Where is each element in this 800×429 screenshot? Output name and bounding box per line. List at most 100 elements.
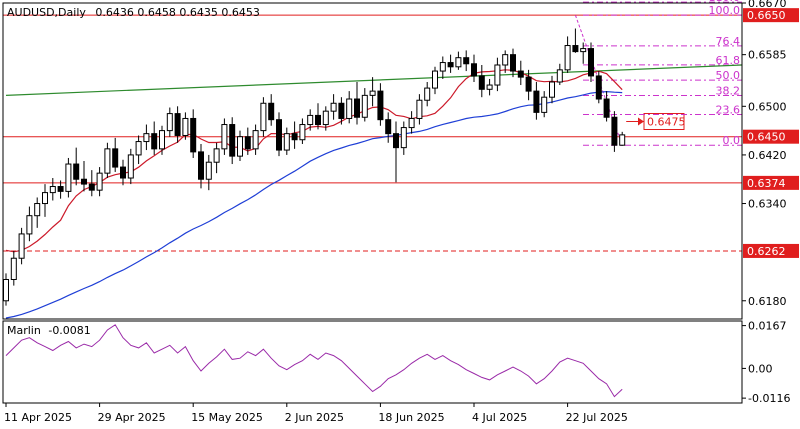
price-tick-label: 0.6180 <box>748 295 787 308</box>
bull-candle-body <box>502 54 509 66</box>
bull-candle-body <box>361 94 368 118</box>
bear-candle-body <box>276 119 282 151</box>
bear-candle-body <box>588 48 594 77</box>
time-tick-label: 18 Jun 2025 <box>378 411 444 424</box>
bull-candle-body <box>104 148 111 174</box>
fibonacci-levels: 110.0100.0 76.4 61.8 50.0 38.2 23.6 0.0 <box>574 0 742 147</box>
marker-value-label: 0.6475 <box>647 116 686 129</box>
time-tick-label: 2 Jun 2025 <box>285 411 344 424</box>
bull-candle-body <box>580 48 587 53</box>
bull-candle-body <box>34 203 41 217</box>
green-trendline <box>5 64 743 96</box>
time-tick-label: 22 Jul 2025 <box>566 411 628 424</box>
marlin-indicator <box>5 324 623 398</box>
time-tick-label: 11 Apr 2025 <box>4 411 72 424</box>
bull-candle-body <box>486 84 493 90</box>
marlin-tick-label: -0.0116 <box>748 392 790 405</box>
candles <box>3 28 626 306</box>
bull-candle-body <box>549 81 555 98</box>
blue-moving-average <box>5 90 623 319</box>
price-tick-label: 0.6500 <box>748 100 787 113</box>
marlin-line <box>5 324 623 398</box>
time-tick-label: 29 Apr 2025 <box>98 411 166 424</box>
bear-candle-body <box>73 163 80 180</box>
bull-candle-body <box>541 96 548 113</box>
level-price-label: 0.6650 <box>747 9 786 22</box>
bear-candle-body <box>595 75 602 100</box>
marlin-value: -0.0081 <box>48 324 90 337</box>
bull-candle-body <box>283 133 290 151</box>
bear-candle-body <box>611 116 618 146</box>
bull-candle-body <box>49 186 56 194</box>
bear-candle-body <box>354 98 360 118</box>
level-price-box <box>743 175 799 190</box>
bear-candle-body <box>198 151 204 180</box>
chart-frame <box>2 2 743 404</box>
bull-candle-body <box>42 192 48 205</box>
bull-candle-body <box>564 45 571 71</box>
level-price-label: 0.6262 <box>747 245 786 258</box>
bull-candle-body <box>299 124 306 141</box>
fib-level-label: 0.0 <box>723 134 741 147</box>
fib-level-label: 38.2 <box>716 85 741 98</box>
bull-candle-body <box>439 62 446 72</box>
bear-candle-body <box>151 133 158 150</box>
ohlc-readout: 0.6436 0.6458 0.6435 0.6453 <box>95 6 259 19</box>
price-tick-label: 0.6670 <box>748 0 787 10</box>
price-tick-label: 0.6420 <box>748 149 787 162</box>
bull-candle-body <box>65 163 72 192</box>
bull-candle-body <box>494 64 501 86</box>
bull-candle-body <box>127 154 134 179</box>
bear-candle-body <box>377 90 384 121</box>
marlin-tick-label: 0.0167 <box>748 320 787 333</box>
time-tick-label: 4 Jul 2025 <box>472 411 527 424</box>
bear-candle-body <box>463 57 470 65</box>
fib-level-label: 23.6 <box>716 104 741 117</box>
fib-level-label: 100.0 <box>709 4 741 17</box>
bear-candle-body <box>525 76 532 92</box>
bear-candle-body <box>533 90 540 113</box>
level-price-box <box>743 129 799 144</box>
bear-candle-body <box>268 102 275 121</box>
bear-candle-body <box>471 63 477 77</box>
bull-candle-body <box>159 130 165 150</box>
level-price-box <box>743 243 799 258</box>
level-price-label: 0.6450 <box>747 131 786 144</box>
bear-candle-body <box>517 70 524 78</box>
bear-candle-body <box>510 54 516 72</box>
fib-level-label: 110.0 <box>709 0 741 4</box>
bear-candle-body <box>315 114 321 126</box>
bull-candle-body <box>408 117 415 129</box>
bull-candle-body <box>455 57 462 68</box>
bull-candle-body <box>330 102 337 112</box>
bear-candle-body <box>112 148 119 168</box>
bull-candle-body <box>166 113 173 132</box>
bull-candle-body <box>213 148 220 163</box>
bear-candle-body <box>603 98 610 118</box>
bull-candle-body <box>307 114 314 126</box>
bull-candle-body <box>260 102 267 132</box>
symbol-timeframe: AUDUSD,Daily <box>7 6 86 19</box>
marlin-tick-label: 0.00 <box>748 362 773 375</box>
chart-header: AUDUSD,Daily 0.6436 0.6458 0.6435 0.6453 <box>7 6 260 19</box>
bull-candle-body <box>252 130 259 150</box>
price-tick-label: 0.6585 <box>748 49 787 62</box>
bear-candle-body <box>190 117 197 153</box>
bull-candle-body <box>135 141 142 156</box>
marker-box <box>643 113 685 130</box>
bear-candle-body <box>338 102 345 119</box>
bull-candle-body <box>182 117 189 136</box>
marlin-label: Marlin -0.0081 <box>7 324 91 337</box>
bull-candle-body <box>237 136 243 157</box>
bull-candle-body <box>346 98 353 119</box>
bear-candle-body <box>174 113 181 136</box>
bear-candle-body <box>447 62 454 68</box>
bear-candle-body <box>229 124 236 157</box>
bull-candle-body <box>369 90 376 96</box>
bull-candle-body <box>18 233 25 259</box>
bull-candle-body <box>3 279 9 302</box>
bull-candle-body <box>619 134 626 146</box>
level-price-label: 0.6374 <box>747 177 786 190</box>
price-tick-label: 0.6340 <box>748 198 787 211</box>
bull-candle-body <box>10 257 17 281</box>
